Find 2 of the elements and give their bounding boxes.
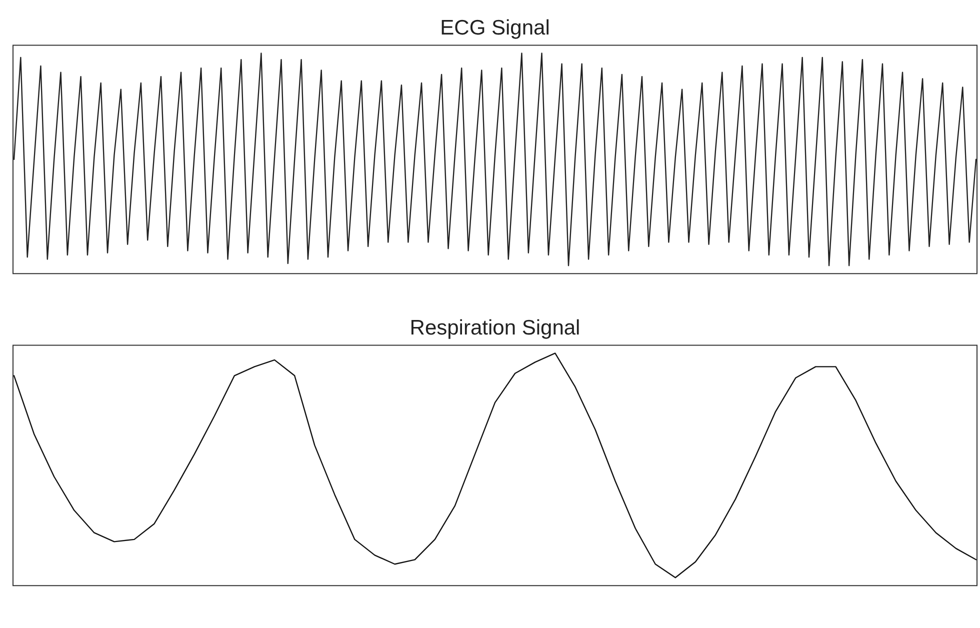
chart-title: Respiration Signal <box>410 316 580 340</box>
chart-title: ECG Signal <box>440 16 550 40</box>
